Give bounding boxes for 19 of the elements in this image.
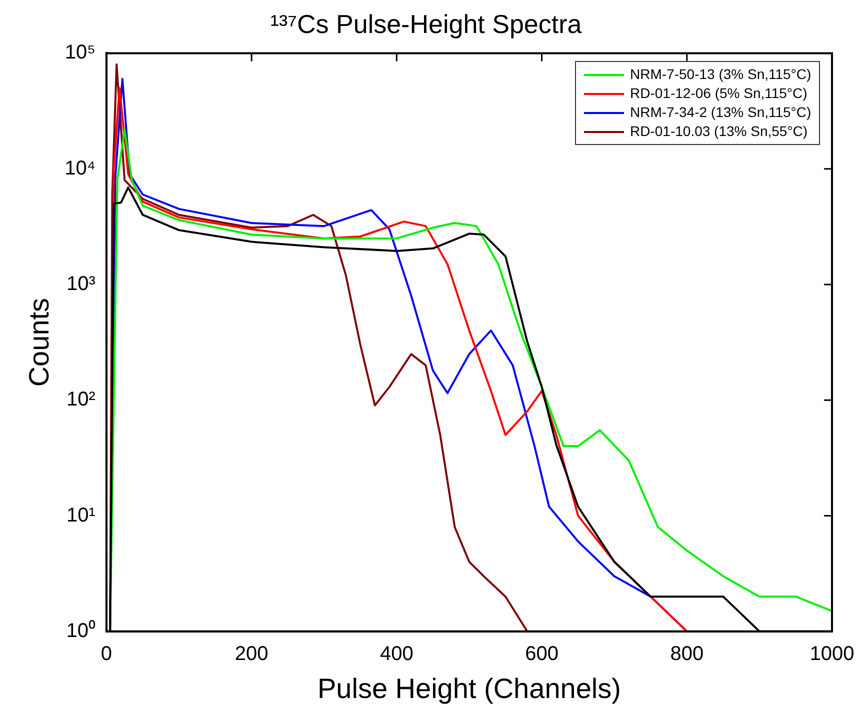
legend-label: RD-01-12-06 (5% Sn,115°C) bbox=[630, 84, 808, 104]
x-tick-label: 200 bbox=[234, 642, 268, 665]
y-tick-label: 10⁵ bbox=[64, 42, 96, 64]
x-tick-label: 1000 bbox=[810, 642, 854, 665]
x-tick-label: 400 bbox=[380, 642, 414, 665]
legend-label: NRM-7-34-2 (13% Sn,115°C) bbox=[630, 103, 812, 122]
y-tick-label: 10³ bbox=[66, 272, 96, 295]
x-tick-label: 800 bbox=[670, 642, 704, 665]
y-tick-label: 10¹ bbox=[66, 504, 96, 526]
legend-label: NRM-7-50-13 (3% Sn,115°C) bbox=[630, 65, 812, 84]
y-tick-label: 10⁴ bbox=[64, 157, 96, 180]
x-axis-title: Pulse Height (Channels) bbox=[317, 672, 621, 704]
y-axis-title: Counts bbox=[24, 298, 55, 387]
legend-label: RD-01-10.03 (13% Sn,55°C) bbox=[630, 122, 808, 142]
chart-title: ¹³⁷Cs Pulse-Height Spectra bbox=[270, 8, 582, 39]
x-tick-label: 0 bbox=[100, 642, 112, 665]
y-tick-label: 10⁰ bbox=[66, 618, 96, 642]
y-tick-label: 10² bbox=[66, 388, 96, 411]
x-tick-label: 600 bbox=[525, 642, 558, 665]
